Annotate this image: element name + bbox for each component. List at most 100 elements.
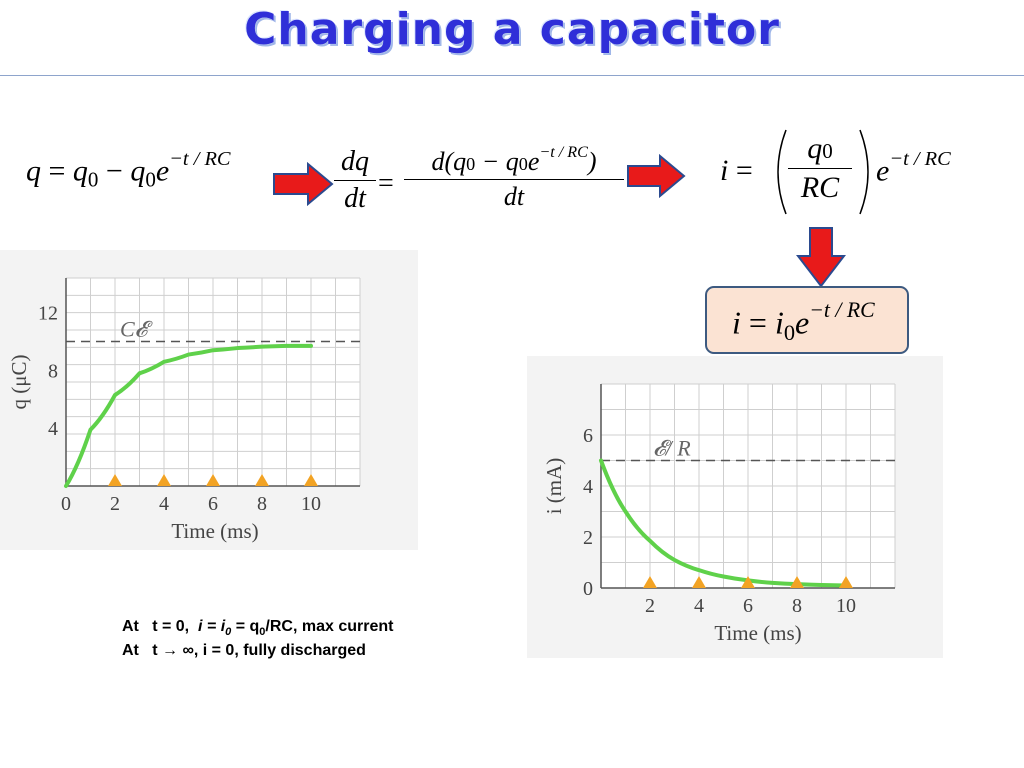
asymptote-label: 𝓔/ R [653, 436, 691, 461]
eq2-close-paren: ) [587, 146, 597, 176]
eq1-sub2: 0 [145, 167, 156, 192]
eq2-q2: q [505, 146, 519, 176]
x-tick-label: 6 [208, 493, 218, 515]
eq2-e: e [527, 146, 540, 176]
time-marker [206, 474, 220, 486]
eq4-i0: i [774, 304, 784, 341]
eq2-numerator: d(q0 − q0e−t / RC) [404, 144, 624, 177]
y-axis-label: q (μC) [7, 354, 31, 409]
y-tick-label: 4 [583, 476, 593, 498]
y-tick-label: 12 [38, 303, 58, 325]
title-divider [0, 75, 1024, 76]
y-tick-label: 6 [583, 425, 593, 447]
time-marker [790, 576, 804, 588]
eq3-exponent: −t / RC [889, 148, 951, 170]
eq2-q: q [453, 146, 467, 176]
eq2-d: d [431, 146, 445, 176]
time-marker [741, 576, 755, 588]
eq1-exponent: −t / RC [169, 148, 231, 170]
eq4-current: i = i0e−t / RC [732, 298, 875, 346]
eq4-equals: = [748, 304, 767, 341]
time-marker [255, 474, 269, 486]
note1-i: i [198, 618, 203, 635]
eq3-parentheses [777, 129, 869, 215]
eq2-equals: = [378, 168, 394, 199]
eq2-dt-right: dt [503, 181, 525, 211]
data-curve [64, 343, 313, 488]
x-tick-label: 8 [792, 595, 802, 617]
note2-prefix: At t [122, 642, 162, 659]
eq3-rc: RC [800, 171, 840, 204]
eq3-bar [788, 168, 852, 169]
eq1-lhs: q [26, 154, 41, 188]
note1-q-sub: 0 [259, 626, 266, 639]
eq2-open-paren: ( [444, 146, 454, 176]
eq1-q: q [72, 154, 88, 188]
eq2-sub: 0 [466, 153, 476, 174]
y-tick-label: 8 [48, 360, 58, 382]
eq3-sub: 0 [822, 139, 833, 163]
note2-rest: ∞, i = 0, fully discharged [178, 642, 366, 659]
current-chart: 𝓔/ R 2 4 6 8 10 0 2 4 6 Time (ms) i (mA) [542, 383, 896, 645]
y-tick-label: 2 [583, 527, 593, 549]
time-marker [692, 576, 706, 588]
data-curve [599, 458, 848, 588]
x-tick-label: 4 [694, 595, 704, 617]
eq3-i: i [720, 154, 729, 187]
x-tick-label: 0 [61, 493, 71, 515]
x-tick-label: 6 [743, 595, 753, 617]
down-arrow-icon [796, 227, 846, 288]
current-chart-panel: 𝓔/ R 2 4 6 8 10 0 2 4 6 Time (ms) i (mA) [527, 356, 943, 658]
x-tick-label: 2 [645, 595, 655, 617]
eq1-q2: q [130, 154, 146, 188]
time-marker [108, 474, 122, 486]
eq2-right-fraction: d(q0 − q0e−t / RC) dt [404, 144, 624, 212]
eq2-dq: dq [341, 146, 369, 177]
x-tick-label: 10 [836, 595, 856, 617]
eq3-exp-term: e−t / RC [876, 148, 951, 188]
y-axis-label: i (mA) [542, 458, 566, 515]
eq3-e: e [876, 154, 890, 188]
eq3-lhs: i = [720, 154, 753, 188]
note1-i0-sub: 0 [225, 626, 232, 639]
eq3-fraction: q0 RC [788, 132, 852, 205]
eq4-exponent: −t / RC [809, 298, 875, 322]
note1-prefix: At t = 0, [122, 618, 199, 635]
result-box [705, 286, 909, 354]
eq2-sub2: 0 [518, 153, 528, 174]
time-marker [643, 576, 657, 588]
x-axis-label: Time (ms) [171, 519, 258, 543]
x-axis-label: Time (ms) [714, 621, 801, 645]
charge-chart-panel: C𝓔 0 2 4 6 8 10 4 8 12 Time (ms) q (μC) [0, 250, 418, 550]
x-tick-label: 8 [257, 493, 267, 515]
eq2-dt-left: dt [344, 183, 366, 214]
eq3-equals: = [735, 154, 753, 187]
eq2-right-bar [404, 178, 624, 180]
y-tick-label: 0 [583, 578, 593, 600]
note-line-2: At t → ∞, i = 0, fully discharged [122, 642, 366, 660]
eq3-q: q [807, 132, 823, 165]
eq2-minus: − [481, 146, 500, 176]
eq2-left-bar [334, 180, 376, 181]
note1-eq: = [202, 618, 221, 635]
note1-rest-a: = q [231, 618, 260, 635]
y-tick-label: 4 [48, 418, 58, 440]
eq1-sub: 0 [87, 167, 99, 192]
eq4-i: i [732, 304, 741, 341]
right-arrow-icon [273, 162, 334, 206]
equation-charge: q = q0 − q0e−t / RC [26, 148, 231, 193]
note1-i0: i [220, 618, 226, 635]
slide-title: Charging a capacitor [244, 4, 780, 55]
x-tick-label: 2 [110, 493, 120, 515]
time-marker [839, 576, 853, 588]
note2-arrow-icon: → [162, 642, 178, 659]
eq2-left-fraction: dq dt [334, 146, 376, 215]
eq1-e: e [155, 154, 170, 188]
eq4-sub: 0 [783, 320, 796, 346]
x-tick-label: 4 [159, 493, 169, 515]
eq1-minus: − [105, 154, 123, 188]
eq4-e: e [795, 304, 810, 341]
eq1-equals: = [48, 154, 66, 188]
right-arrow-icon [627, 154, 686, 198]
